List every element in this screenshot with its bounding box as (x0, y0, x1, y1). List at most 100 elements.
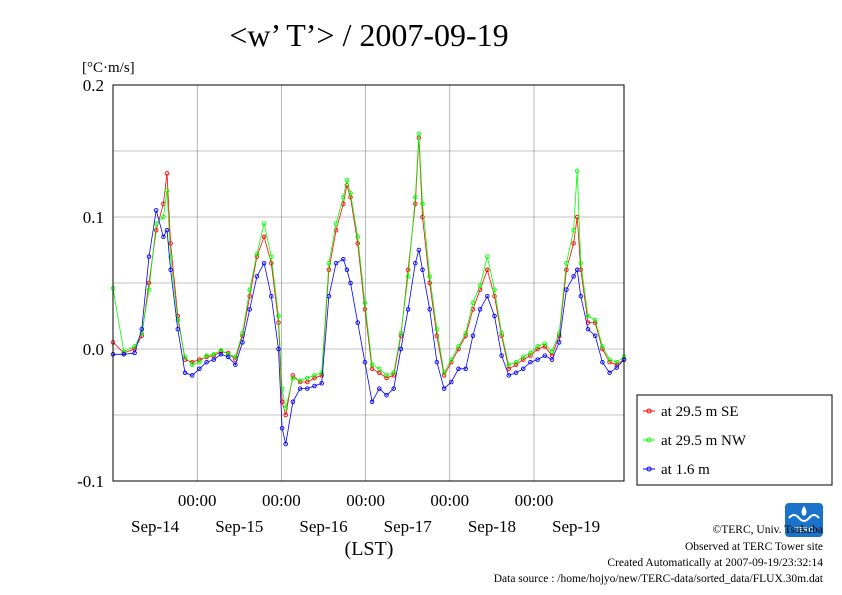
data-point (269, 260, 274, 266)
data-point (384, 373, 389, 378)
data-point (240, 340, 245, 345)
data-point (470, 333, 476, 339)
data-point (121, 349, 127, 354)
data-point (377, 366, 382, 372)
data-point (344, 267, 350, 273)
data-point (146, 287, 152, 292)
data-point (528, 350, 533, 356)
data-point (571, 274, 576, 279)
source-text: Data source : /home/hojyo/new/TERC-data/… (494, 573, 824, 585)
data-point (574, 168, 580, 174)
data-point (556, 340, 562, 345)
legend-label: at 29.5 m NW (661, 433, 747, 449)
data-point (449, 357, 454, 362)
data-point (276, 346, 281, 352)
data-point (542, 341, 548, 346)
observed-text: Observed at TERC Tower site (685, 541, 823, 553)
data-point (391, 386, 396, 391)
data-point (305, 375, 310, 381)
series-at-29-5-m-se (110, 135, 627, 418)
data-point (132, 350, 137, 356)
data-point (564, 260, 569, 266)
data-point (607, 359, 612, 365)
x-day-label: Sep-18 (468, 517, 516, 536)
data-point (492, 313, 497, 319)
data-point (441, 386, 447, 391)
data-point (574, 267, 580, 273)
data-point (355, 241, 360, 246)
data-point (319, 370, 324, 376)
data-point (369, 399, 375, 405)
legend-swatch-marker (646, 408, 652, 414)
data-point (398, 330, 404, 336)
data-point (139, 326, 145, 332)
data-point (161, 214, 166, 220)
chart-title: <w’ T’> / 2007-09-19 (229, 17, 508, 53)
data-point (463, 330, 468, 336)
data-point (279, 425, 285, 431)
data-point (261, 221, 267, 226)
data-point (369, 362, 375, 368)
data-point (384, 375, 389, 381)
data-point (405, 307, 411, 312)
data-point (344, 177, 350, 183)
series-at-29-5-m-nw (110, 131, 627, 411)
data-point (564, 267, 569, 273)
data-point (499, 330, 504, 336)
data-point (283, 441, 288, 447)
data-point (535, 346, 540, 352)
data-point (355, 320, 360, 325)
data-point (197, 357, 202, 362)
data-point (326, 260, 332, 266)
data-point (362, 300, 368, 306)
x-day-label: Sep-19 (552, 517, 600, 536)
data-point (506, 362, 512, 368)
data-point (164, 227, 170, 233)
data-point (333, 227, 339, 233)
data-point (269, 254, 274, 259)
data-point (499, 353, 504, 358)
plot-frame (112, 84, 625, 482)
legend-item: at 1.6 m (643, 462, 710, 478)
footer: ©TERC, Univ. Tsukuba Observed at TERC To… (494, 524, 824, 585)
data-point (233, 354, 238, 360)
logo-drop-icon (801, 506, 807, 516)
data-point (542, 353, 548, 358)
data-point (607, 370, 612, 376)
data-point (520, 357, 526, 362)
x-time-label: 00:00 (515, 491, 554, 510)
legend-item: at 29.5 m SE (643, 404, 739, 420)
data-point (416, 131, 422, 137)
series-line (112, 137, 625, 416)
data-point (225, 354, 231, 360)
data-point (556, 330, 562, 336)
x-time-label: 00:00 (346, 491, 385, 510)
data-point (592, 333, 598, 339)
data-point (391, 373, 396, 378)
data-point (362, 359, 368, 365)
y-tick-labels: 0.2 0.1 0.0 -0.1 (77, 76, 104, 491)
data-point (305, 386, 310, 391)
data-point (607, 357, 612, 362)
data-point (348, 190, 353, 196)
data-point (333, 260, 339, 266)
data-point (168, 254, 173, 259)
legend-items: at 29.5 m SE at 29.5 m NW at 1.6 m (643, 404, 747, 478)
data-point (470, 300, 476, 306)
data-point (427, 274, 432, 279)
data-point (571, 241, 576, 246)
data-point (413, 201, 418, 207)
legend-label: at 1.6 m (661, 462, 710, 478)
data-point (175, 326, 181, 332)
x-time-label: 00:00 (178, 491, 217, 510)
data-point (520, 366, 526, 372)
x-time-label: 00:00 (430, 491, 469, 510)
data-point (578, 260, 584, 266)
y-tick-label: 0.1 (83, 208, 104, 227)
data-point (362, 307, 368, 312)
data-point (247, 307, 252, 312)
created-text: Created Automatically at 2007-09-19/23:3… (607, 557, 823, 569)
data-point (427, 307, 432, 312)
data-point (492, 293, 497, 299)
data-point (542, 344, 548, 349)
